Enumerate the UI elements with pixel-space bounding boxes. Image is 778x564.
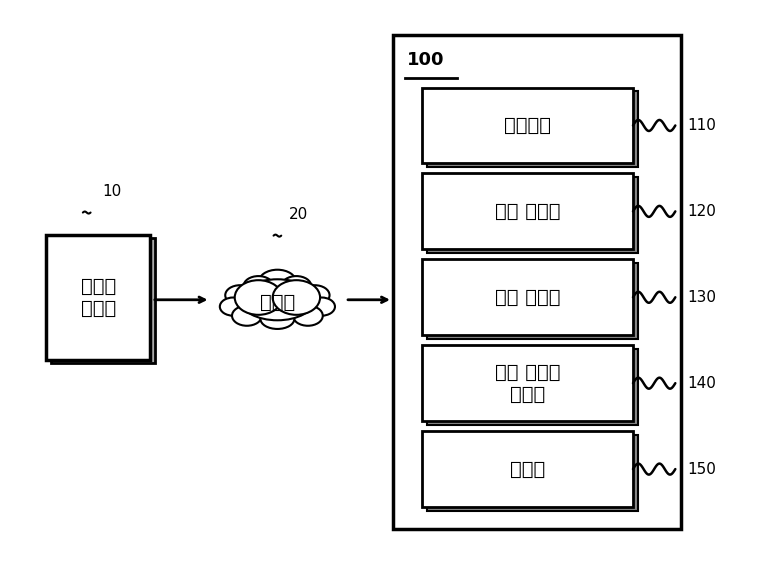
Text: 딥러닝부: 딥러닝부 — [504, 116, 551, 135]
FancyBboxPatch shape — [427, 349, 639, 425]
Text: 사용자
단말기: 사용자 단말기 — [81, 277, 116, 318]
FancyBboxPatch shape — [427, 263, 639, 339]
Text: 등급 판정부: 등급 판정부 — [495, 288, 560, 307]
Text: 운동 컨텐츠
제공부: 운동 컨텐츠 제공부 — [495, 363, 560, 404]
FancyBboxPatch shape — [422, 431, 633, 507]
FancyBboxPatch shape — [393, 35, 682, 529]
FancyBboxPatch shape — [422, 259, 633, 335]
FancyBboxPatch shape — [422, 87, 633, 164]
Text: 150: 150 — [687, 461, 716, 477]
Ellipse shape — [308, 297, 335, 316]
FancyBboxPatch shape — [51, 238, 155, 363]
Ellipse shape — [235, 280, 282, 315]
Text: 110: 110 — [687, 118, 716, 133]
Text: 100: 100 — [407, 51, 444, 69]
Ellipse shape — [258, 270, 296, 295]
Text: 각도 측정부: 각도 측정부 — [495, 202, 560, 221]
FancyBboxPatch shape — [47, 235, 150, 360]
Ellipse shape — [300, 285, 330, 305]
Text: 120: 120 — [687, 204, 716, 219]
Ellipse shape — [244, 276, 273, 296]
Text: 저장부: 저장부 — [510, 460, 545, 479]
Text: 10: 10 — [102, 184, 121, 199]
Ellipse shape — [261, 309, 294, 329]
Ellipse shape — [220, 297, 247, 316]
Text: 통신망: 통신망 — [260, 293, 295, 312]
Text: 20: 20 — [289, 207, 308, 222]
Text: 140: 140 — [687, 376, 716, 391]
FancyBboxPatch shape — [422, 345, 633, 421]
Ellipse shape — [232, 306, 262, 326]
Ellipse shape — [226, 285, 255, 305]
Ellipse shape — [282, 276, 311, 296]
FancyBboxPatch shape — [427, 435, 639, 511]
FancyBboxPatch shape — [422, 173, 633, 249]
FancyBboxPatch shape — [427, 91, 639, 168]
Ellipse shape — [293, 306, 323, 326]
FancyBboxPatch shape — [427, 177, 639, 253]
Text: 130: 130 — [687, 290, 716, 305]
Ellipse shape — [272, 280, 320, 315]
Ellipse shape — [240, 279, 314, 320]
